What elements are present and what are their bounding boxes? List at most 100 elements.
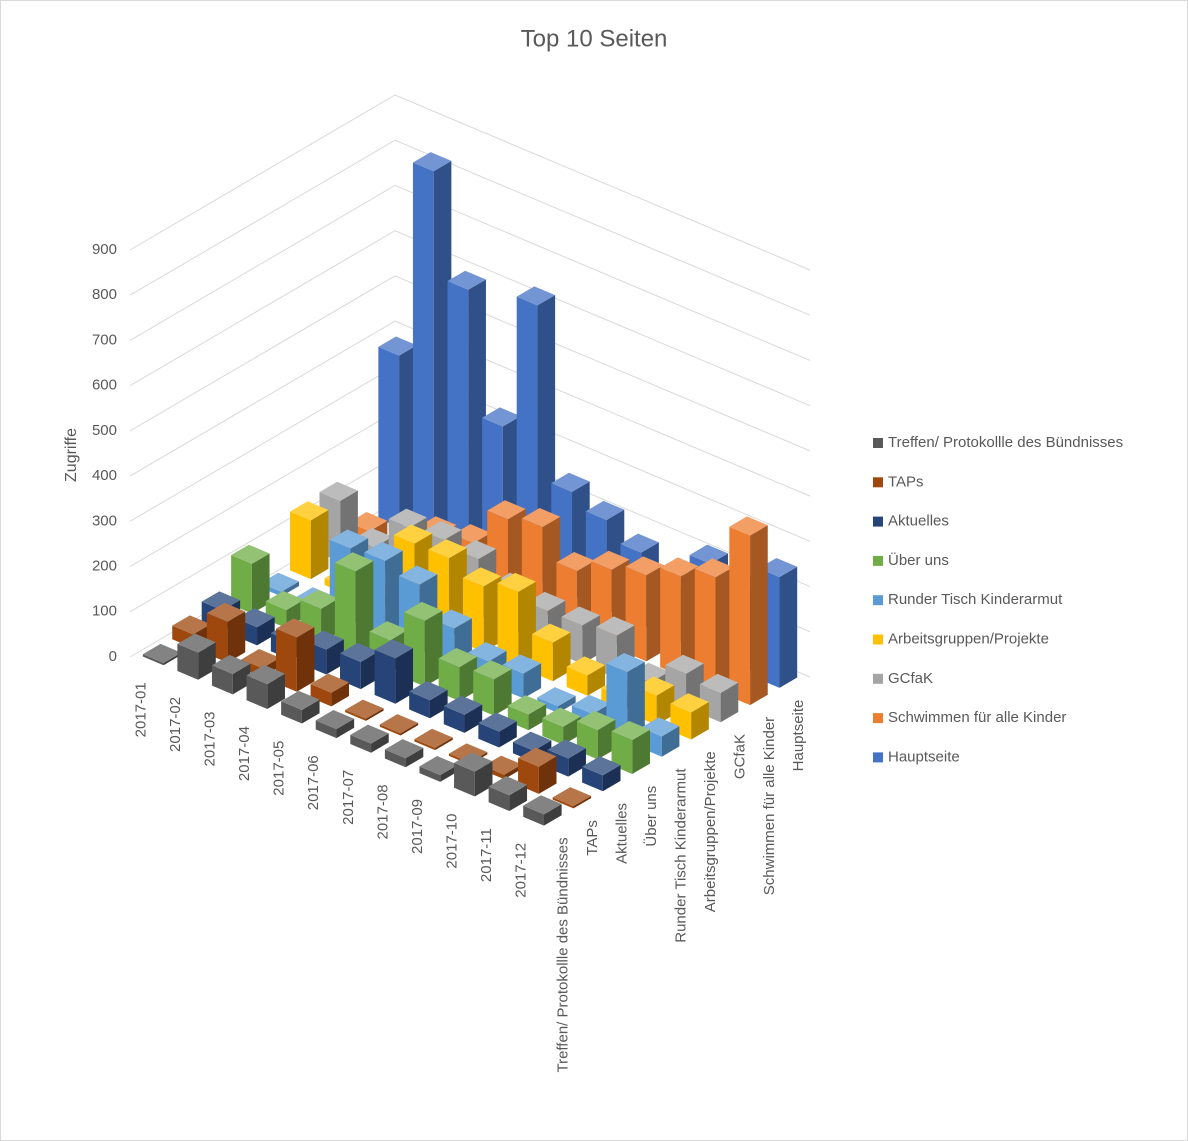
bar-front xyxy=(378,346,400,528)
bar-top xyxy=(620,533,659,553)
bar xyxy=(552,787,592,809)
y-tick-label: 100 xyxy=(92,603,117,620)
bar-top xyxy=(507,695,547,715)
bar-side xyxy=(602,765,621,792)
bar-top xyxy=(582,756,621,776)
bar xyxy=(729,516,768,706)
bar-front xyxy=(350,734,372,753)
bar-side xyxy=(483,576,502,653)
x-tick-label: 2017-11 xyxy=(478,828,495,882)
bar-side xyxy=(267,673,285,709)
bar-top xyxy=(611,720,650,741)
legend-label: Arbeitsgruppen/Projekte xyxy=(888,630,1049,647)
bar xyxy=(350,724,389,753)
y-tick-label: 800 xyxy=(92,286,117,303)
bar-side xyxy=(301,699,320,724)
bar-top xyxy=(462,567,502,587)
legend-swatch xyxy=(873,516,883,527)
bar-top xyxy=(241,649,280,669)
bar-front xyxy=(310,684,332,707)
bar-front xyxy=(409,691,430,719)
bar-side xyxy=(582,615,600,664)
bar-front xyxy=(582,766,603,792)
bar-top xyxy=(369,621,408,641)
bar-top xyxy=(409,681,448,701)
bar-top xyxy=(265,590,305,611)
bar-top xyxy=(423,520,462,541)
depth-tick-label: Schwimmen für alle Kinder xyxy=(761,717,778,895)
y-tick-label: 500 xyxy=(92,422,117,439)
bar-front xyxy=(729,526,751,706)
bar-top xyxy=(670,693,709,713)
bar-side xyxy=(424,610,443,687)
bar-top xyxy=(699,673,739,693)
bar xyxy=(542,707,581,745)
bar-front xyxy=(507,705,529,731)
bar xyxy=(281,690,320,724)
bar-top xyxy=(483,755,522,775)
bar-top xyxy=(211,654,251,675)
bar-top xyxy=(412,152,452,172)
bar-top xyxy=(443,695,483,715)
bar-side xyxy=(568,748,586,777)
x-tick-label: 2017-10 xyxy=(444,814,461,869)
x-tick-label: 2017-01 xyxy=(132,682,149,737)
depth-tick-label: Arbeitsgruppen/Projekte xyxy=(702,751,719,912)
bar-top xyxy=(625,556,664,576)
bar-top xyxy=(596,616,635,636)
bar-side xyxy=(405,747,424,768)
bar-side xyxy=(399,345,417,528)
bar-side xyxy=(523,663,542,699)
bar-side xyxy=(336,718,355,739)
bar xyxy=(414,728,453,751)
bar-front xyxy=(447,281,469,557)
bar-front xyxy=(478,722,500,748)
bar-top xyxy=(231,544,270,564)
depth-tick-label: Treffen/ Protokollle des Bündnisses xyxy=(555,837,572,1072)
y-tick-label: 400 xyxy=(92,467,117,484)
bars xyxy=(142,152,798,826)
bar xyxy=(340,642,379,690)
bar-side xyxy=(464,704,483,733)
y-tick-label: 900 xyxy=(92,241,117,258)
y-tick-label: 700 xyxy=(92,331,117,348)
legend-label: Treffen/ Protokollle des Bündnisses xyxy=(888,434,1123,451)
bar-front xyxy=(443,706,465,733)
bar-top xyxy=(478,712,517,732)
bar-front xyxy=(211,665,233,695)
bar-side xyxy=(474,761,493,797)
bar xyxy=(497,572,536,667)
bar-top xyxy=(487,500,526,520)
bar-side xyxy=(385,550,403,641)
bar xyxy=(447,270,486,557)
bar-top xyxy=(345,699,384,719)
depth-tick-label: TAPs xyxy=(584,820,601,856)
bar-side xyxy=(468,279,486,557)
x-tick-label: 2017-06 xyxy=(305,755,322,810)
bar-top xyxy=(447,270,486,290)
bar-front xyxy=(334,562,356,658)
bar xyxy=(334,552,374,658)
bar-side xyxy=(433,160,452,543)
bar-top xyxy=(502,654,542,674)
depth-tick-label: Über uns xyxy=(642,786,660,847)
bar-front xyxy=(374,649,396,704)
bar-side xyxy=(400,722,419,736)
bar-side xyxy=(227,611,246,663)
bar-front xyxy=(488,786,510,812)
bar-side xyxy=(661,726,680,757)
bar-front xyxy=(660,567,681,676)
bar xyxy=(315,710,355,739)
bar xyxy=(443,695,483,733)
bar-top xyxy=(364,541,403,561)
bar-top xyxy=(571,694,611,715)
bar-top xyxy=(290,501,329,521)
bar-top xyxy=(556,552,595,572)
bar xyxy=(246,665,285,709)
bar-top xyxy=(606,652,645,673)
grid-line xyxy=(129,320,811,497)
bar-side xyxy=(646,565,664,662)
bar-top xyxy=(523,795,562,815)
bar-top xyxy=(452,524,492,544)
bar-side xyxy=(360,651,379,690)
